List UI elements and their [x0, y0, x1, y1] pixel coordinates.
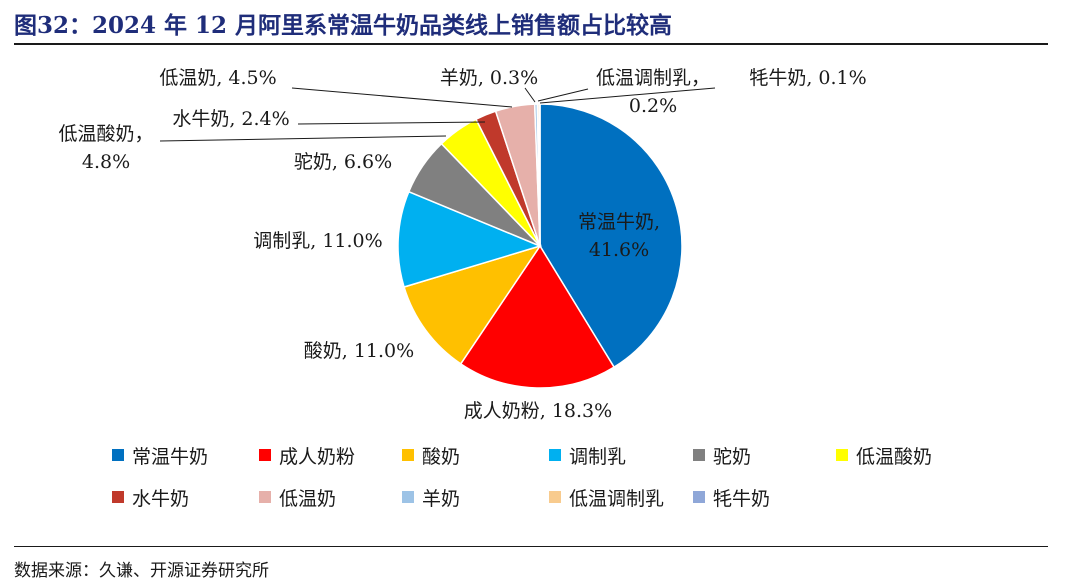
legend-item-9: 低温调制乳 [549, 488, 664, 510]
source-note: 数据来源：久谦、开源证券研究所 [14, 561, 269, 581]
legend-item-0: 常温牛奶 [112, 446, 208, 468]
pie-slice-10 [538, 103, 541, 247]
leader-line-8 [524, 87, 536, 103]
legend-label-6: 水牛奶 [132, 488, 189, 510]
data-labels: 常温牛奶, 41.6% 成人奶粉, 18.3% 酸奶, 11.0% 调制乳, 11.0%… [58, 67, 866, 422]
legend-item-10: 牦牛奶 [693, 488, 770, 510]
data-label-value-5: 4.8% [82, 151, 130, 173]
legend-item-5: 低温酸奶 [836, 446, 932, 468]
legend-swatch-5 [836, 449, 848, 461]
legend-label-0: 常温牛奶 [132, 446, 208, 468]
legend-label-9: 低温调制乳 [569, 488, 664, 510]
data-label-4: 驼奶, 6.6% [294, 151, 392, 173]
leader-lines [159, 87, 716, 142]
legend-swatch-4 [693, 449, 705, 461]
legend-label-1: 成人奶粉 [279, 446, 355, 468]
pie-slice-0 [539, 103, 683, 369]
data-label-8: 羊奶, 0.3% [440, 67, 538, 89]
legend-label-7: 低温奶 [279, 488, 336, 510]
legend-swatch-0 [112, 449, 124, 461]
pie-slice-2 [403, 244, 542, 365]
legend-swatch-8 [402, 491, 414, 503]
legend-swatch-2 [402, 449, 414, 461]
data-label-3: 调制乳, 11.0% [253, 230, 382, 252]
legend-item-3: 调制乳 [549, 446, 626, 468]
pie-chart: 常温牛奶, 41.6% 成人奶粉, 18.3% 酸奶, 11.0% 调制乳, 11.0%… [58, 67, 932, 510]
legend-swatch-9 [549, 491, 561, 503]
data-label-value-0: 41.6% [589, 239, 649, 261]
legend-swatch-7 [259, 491, 271, 503]
data-label-value-9: 0.2% [629, 95, 677, 117]
legend-swatch-3 [549, 449, 561, 461]
legend-swatch-10 [693, 491, 705, 503]
legend-item-4: 驼奶 [693, 446, 751, 468]
data-label-6: 水牛奶, 2.4% [172, 108, 289, 130]
legend-swatch-1 [259, 449, 271, 461]
title-divider [14, 43, 1048, 45]
figure-title: 图32：2024 年 12 月阿里系常温牛奶品类线上销售额占比较高 [14, 12, 673, 39]
legend-label-4: 驼奶 [713, 446, 751, 468]
legend-label-5: 低温酸奶 [856, 446, 932, 468]
legend-item-8: 羊奶 [402, 488, 460, 510]
legend-label-3: 调制乳 [569, 446, 626, 468]
legend-label-10: 牦牛奶 [713, 488, 770, 510]
data-label-2: 酸奶, 11.0% [304, 340, 414, 362]
data-label-1: 成人奶粉, 18.3% [464, 400, 612, 422]
pie-slices [397, 103, 683, 389]
pie-slice-1 [459, 244, 616, 389]
legend-swatch-6 [112, 491, 124, 503]
data-label-10: 牦牛奶, 0.1% [749, 67, 866, 89]
legend-item-2: 酸奶 [402, 446, 460, 468]
leader-line-6 [297, 121, 486, 125]
data-label-name-9: 低温调制乳， [596, 67, 710, 89]
legend-label-2: 酸奶 [422, 446, 460, 468]
data-label-7: 低温奶, 4.5% [159, 67, 276, 89]
legend-item-7: 低温奶 [259, 488, 336, 510]
leader-line-10 [539, 87, 716, 104]
source-divider [14, 546, 1048, 547]
data-label-name-5: 低温酸奶， [58, 123, 153, 145]
legend-item-1: 成人奶粉 [259, 446, 355, 468]
leader-line-9 [537, 88, 589, 102]
data-label-name-0: 常温牛奶, [578, 211, 660, 233]
pie-slice-3 [397, 190, 543, 288]
legend-label-8: 羊奶 [422, 488, 460, 510]
leader-line-5 [159, 135, 447, 142]
leader-line-7 [291, 87, 513, 108]
legend-item-6: 水牛奶 [112, 488, 189, 510]
